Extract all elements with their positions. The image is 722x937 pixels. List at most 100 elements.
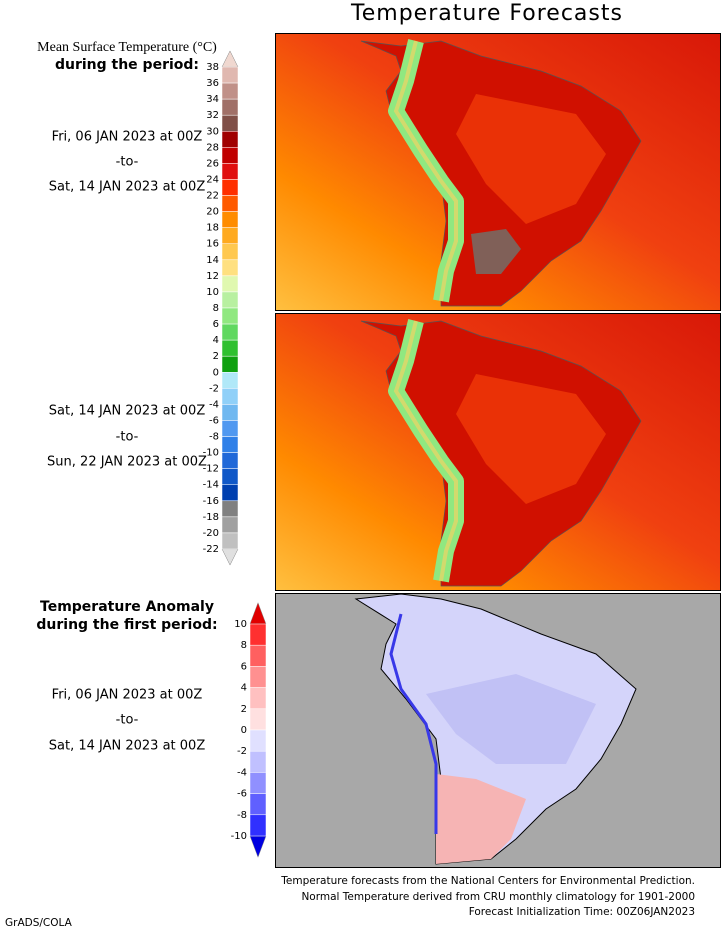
colorbar-segment [249, 666, 267, 688]
colorbar-end [221, 50, 239, 68]
colorbar-label: -8 [237, 810, 247, 821]
colorbar-label: 8 [241, 640, 247, 651]
colorbar-label: 4 [241, 683, 247, 694]
title: Temperature Forecasts [350, 1, 623, 26]
colorbar-label: 10 [234, 619, 247, 630]
colorbar-segment [221, 372, 239, 389]
period-end: Sat, 14 JAN 2023 at 00Z [49, 180, 206, 195]
colorbar-label: 20 [206, 207, 219, 218]
colorbar-label: 32 [206, 110, 219, 121]
colorbar-label: 28 [206, 142, 219, 153]
colorbar-segment [221, 291, 239, 309]
colorbar-segment [221, 179, 239, 196]
colorbar-label: 36 [206, 78, 219, 89]
colorbar-label: -2 [237, 746, 247, 757]
period-sep: -to- [116, 713, 139, 728]
colorbar-label: 2 [241, 704, 247, 715]
colorbar-segment [249, 772, 267, 794]
colorbar-segment [221, 388, 239, 405]
colorbar-label: -16 [203, 496, 219, 507]
colorbar-label: 0 [213, 367, 219, 378]
colorbar-label: 0 [241, 725, 247, 736]
colorbar-segment [221, 468, 239, 485]
period-sep: -to- [116, 155, 139, 170]
legend-title: Mean Surface Temperature (°C) [37, 40, 217, 55]
colorbar-label: 8 [213, 303, 219, 314]
colorbar-label: 6 [213, 319, 219, 330]
colorbar-label: 4 [213, 335, 219, 346]
period-start: Fri, 06 JAN 2023 at 00Z [52, 130, 203, 145]
colorbar-segment [221, 452, 239, 469]
colorbar-label: -6 [237, 789, 247, 800]
period-start: Fri, 06 JAN 2023 at 00Z [52, 688, 203, 703]
colorbar-label: 22 [206, 191, 219, 202]
colorbar-label: -2 [209, 383, 219, 394]
colorbar-end [221, 548, 239, 566]
map-frame [275, 593, 721, 868]
colorbar-segment [221, 114, 239, 132]
forecast-map-2 [276, 314, 721, 591]
colorbar-segment [221, 532, 239, 550]
map-frame [275, 33, 721, 311]
colorbar-segment [221, 323, 239, 341]
map-frame [275, 313, 721, 591]
colorbar-segment [249, 793, 267, 816]
colorbar-segment [221, 227, 239, 244]
colorbar-label: -14 [203, 480, 219, 491]
colorbar-segment [221, 131, 239, 148]
colorbar-label: -22 [203, 544, 219, 555]
colorbar-label: -20 [203, 528, 219, 539]
colorbar-segment [221, 82, 239, 100]
colorbar-segment [221, 484, 239, 502]
colorbar-label: -8 [209, 432, 219, 443]
colorbar-label: 30 [206, 126, 219, 137]
colorbar-segment [221, 355, 239, 373]
colorbar-end [249, 602, 267, 625]
colorbar-segment [221, 404, 239, 421]
legend-subtitle: during the first period: [36, 617, 217, 633]
colorbar-label: 18 [206, 223, 219, 234]
footer-line: Normal Temperature derived from CRU mont… [301, 891, 695, 903]
colorbar-label: 6 [241, 661, 247, 672]
colorbar-segment [249, 729, 267, 752]
colorbar-label: -10 [203, 448, 219, 459]
colorbar-segment [221, 66, 239, 84]
legend-title: Temperature Anomaly [40, 599, 214, 615]
colorbar-segment [221, 436, 239, 453]
colorbar-segment [221, 339, 239, 357]
colorbar-segment [221, 163, 239, 180]
colorbar-label: -4 [237, 767, 247, 778]
forecast-map-1 [276, 34, 721, 311]
colorbar-segment [249, 814, 267, 837]
colorbar-segment [221, 98, 239, 116]
colorbar-segment [221, 211, 239, 228]
colorbar-label: 14 [206, 255, 219, 266]
colorbar-label: 26 [206, 158, 219, 169]
colorbar-label: 16 [206, 239, 219, 250]
colorbar-segment [221, 243, 239, 261]
period-start: Sat, 14 JAN 2023 at 00Z [49, 404, 206, 419]
colorbar-segment [249, 687, 267, 710]
colorbar-end [249, 835, 267, 858]
colorbar-segment [221, 420, 239, 437]
colorbar-label: -6 [209, 415, 219, 426]
colorbar-label: 2 [213, 351, 219, 362]
colorbar-label: 38 [206, 62, 219, 73]
period-end: Sat, 14 JAN 2023 at 00Z [49, 739, 206, 754]
colorbar-segment [221, 147, 239, 164]
footer-line: Forecast Initialization Time: 00Z06JAN20… [469, 906, 695, 918]
period-sep: -to- [116, 430, 139, 445]
colorbar-segment [221, 516, 239, 534]
colorbar-segment [249, 644, 267, 667]
colorbar-segment [221, 259, 239, 277]
credit: GrADS/COLA [5, 917, 73, 929]
colorbar-label: -12 [203, 464, 219, 475]
colorbar-segment [249, 750, 267, 773]
period-end: Sun, 22 JAN 2023 at 00Z [47, 455, 207, 470]
anomaly-map [276, 593, 721, 868]
colorbar-label: 12 [206, 271, 219, 282]
colorbar-segment [249, 708, 267, 731]
colorbar-segment [221, 307, 239, 325]
colorbar-segment [221, 195, 239, 212]
